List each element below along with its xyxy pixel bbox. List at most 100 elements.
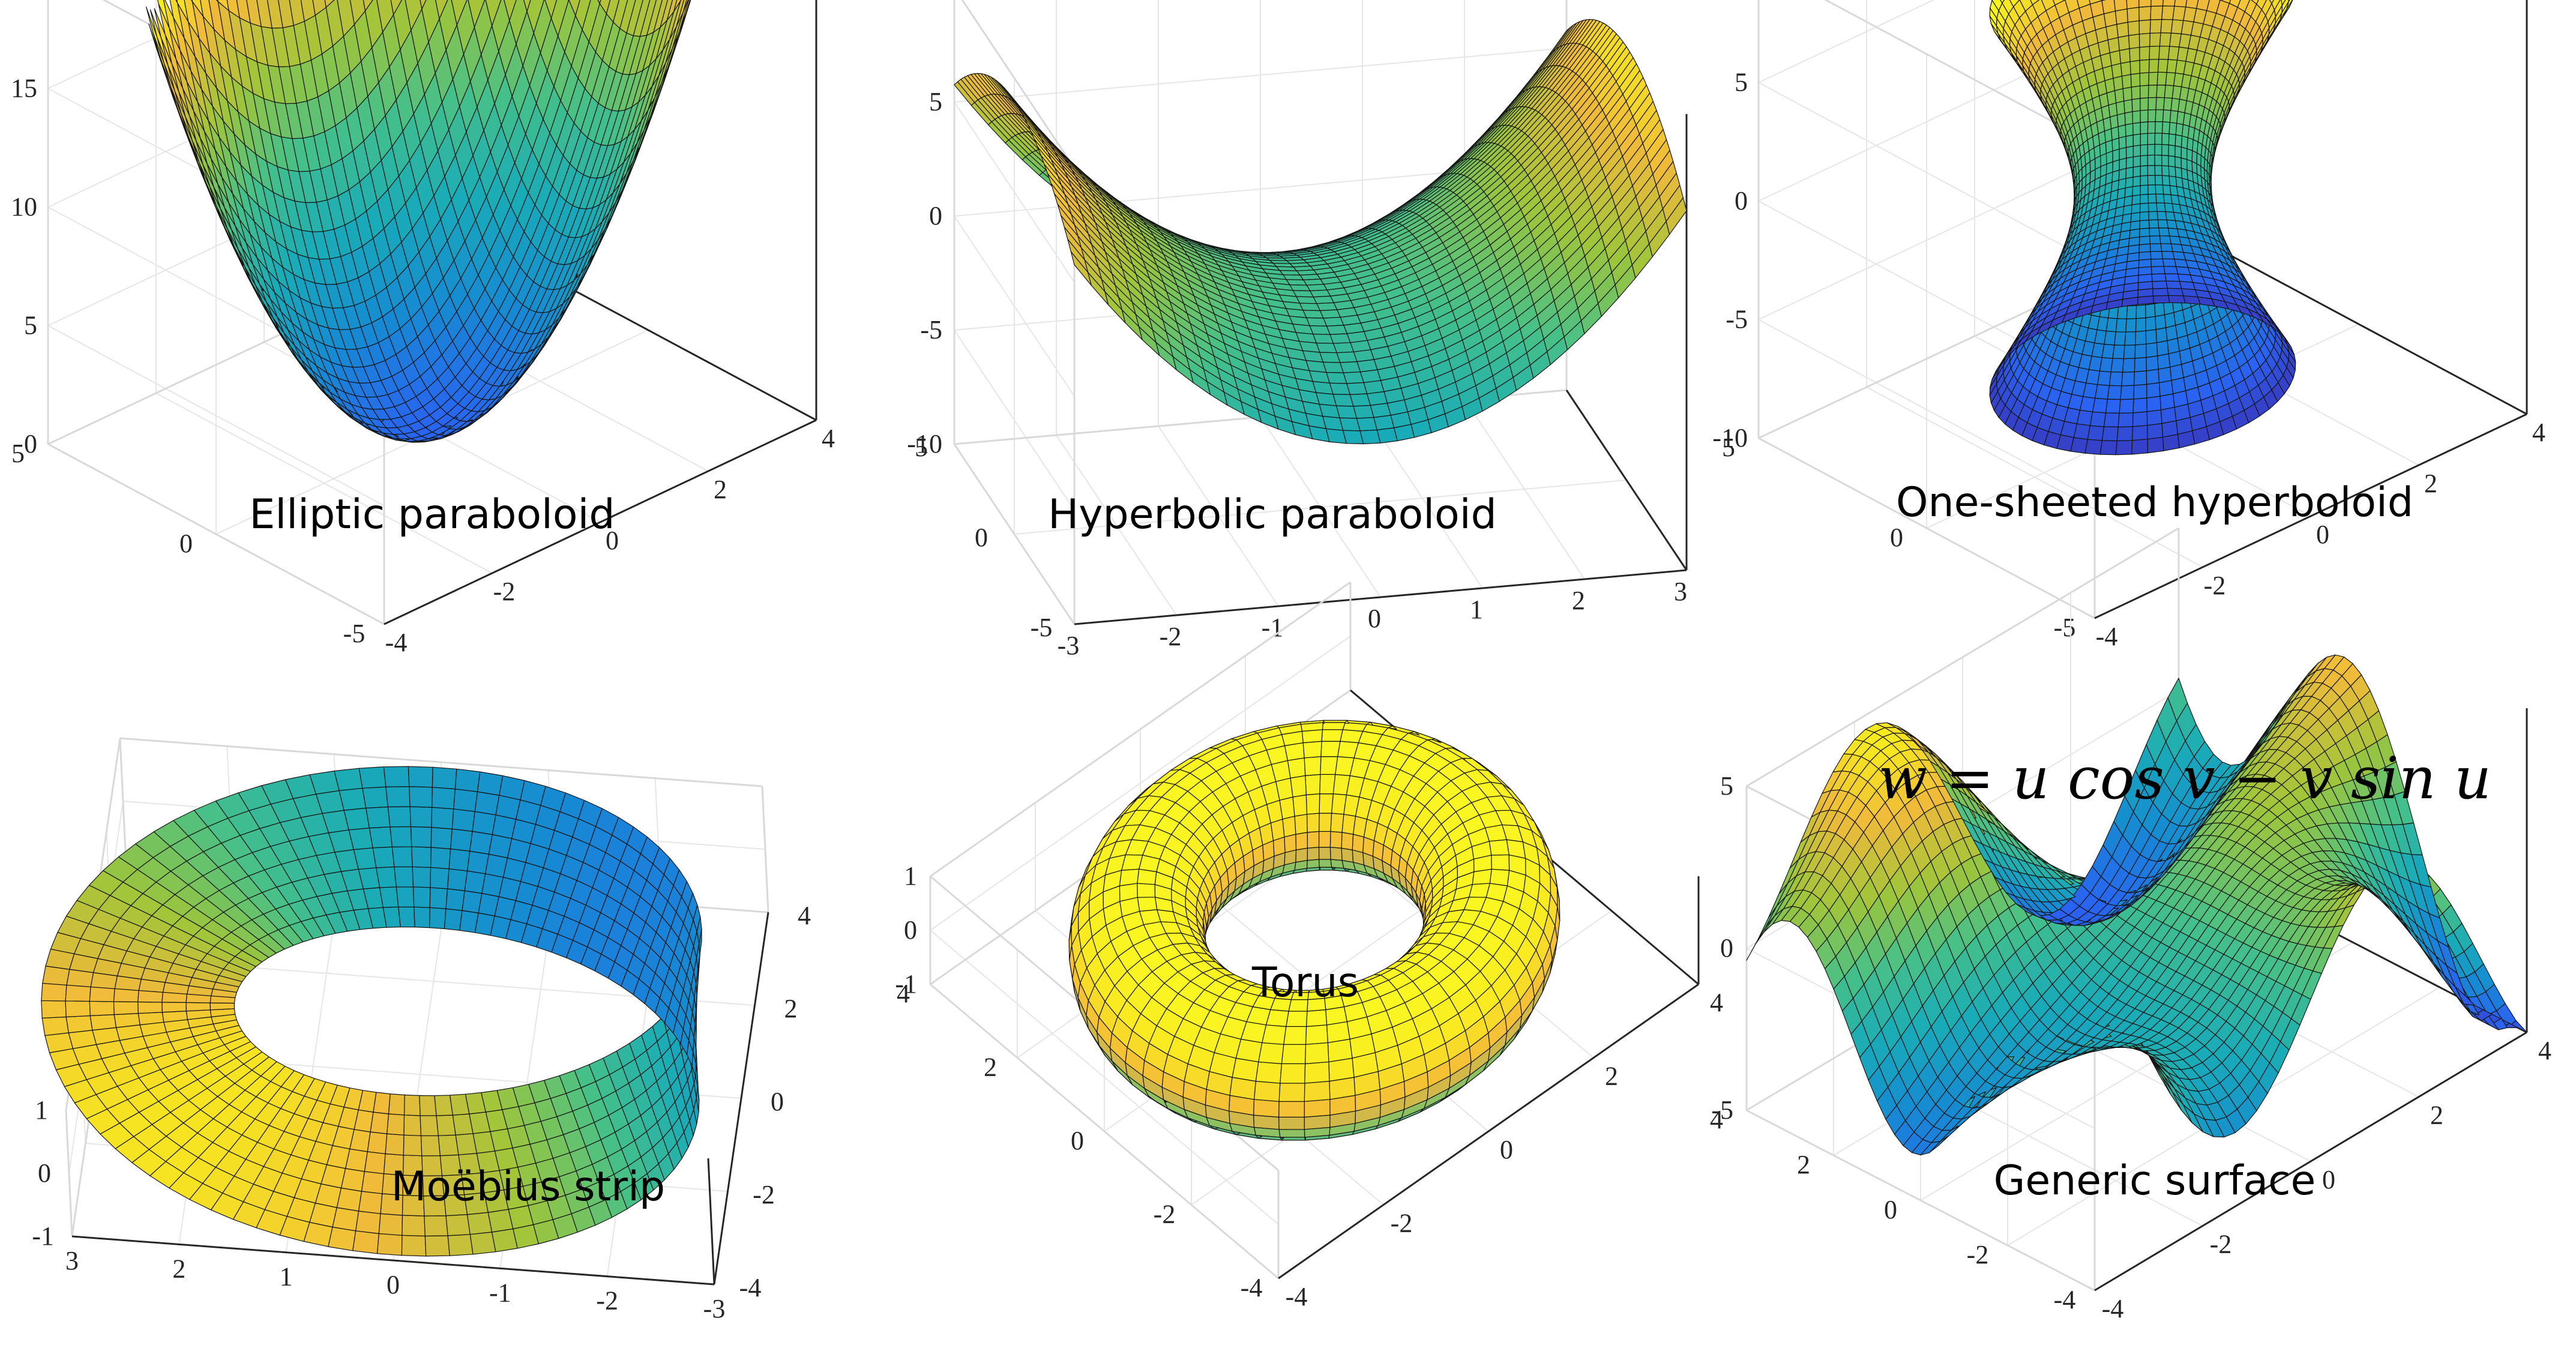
hyperboloid-surface-patch [2118, 136, 2127, 149]
hyperboloid-surface-patch [2150, 0, 2164, 7]
hyperboloid-surface-patch [2161, 251, 2175, 260]
mobius-surface-patch [376, 1233, 403, 1256]
hyperboloid-surface-patch [2134, 357, 2147, 373]
hyperboloid-surface-patch [2128, 34, 2140, 49]
elliptic-y-tick-label: 0 [179, 529, 193, 558]
mobius-surface-patch [378, 1213, 403, 1236]
hyperboloid-surface-patch [2146, 409, 2162, 426]
hyperboloid-z-tick-label: -10 [1712, 423, 1748, 453]
hyperboloid-surface-patch [2176, 266, 2191, 275]
hyperboloid-surface-patch [2174, 145, 2182, 158]
hyperboloid-surface-patch [2140, 165, 2148, 176]
hyperbolic-y-tick-label: -5 [1031, 613, 1053, 642]
hyperboloid-surface-patch [2155, 184, 2164, 195]
hyperboloid-x-tick-label: -4 [2096, 622, 2118, 651]
hyperboloid-surface-patch [2139, 227, 2150, 238]
hyperbolic-x-tick-label: 0 [1368, 604, 1381, 633]
hyperboloid-surface-patch [2123, 345, 2136, 360]
hyperboloid-surface-patch [2168, 175, 2177, 187]
mobius-surface-patch [402, 1215, 426, 1237]
hyperbolic-z-tick-label: -5 [920, 315, 942, 345]
hyperboloid-surface-patch [2140, 121, 2149, 134]
hyperbolic-x-tick-label: 3 [1674, 577, 1687, 606]
hyperboloid-surface-patch [2140, 133, 2148, 146]
hyperboloid-surface-patch [2124, 111, 2134, 125]
hyperboloid-surface-patch [2116, 426, 2133, 442]
hyperboloid-surface-patch [2167, 46, 2180, 61]
hyperboloid-surface-patch [2162, 0, 2176, 7]
hyperboloid-surface-patch [2139, 85, 2149, 99]
mobius-surface-patch [424, 1215, 448, 1237]
hyperbolic-x-tick-label: -2 [1160, 622, 1182, 651]
hyperboloid-surface-patch [2135, 304, 2146, 319]
elliptic-surface-patch [688, 0, 691, 7]
hyperboloid-surface-patch [2138, 0, 2152, 8]
hyperbolic-z-tick-label: 5 [929, 87, 942, 116]
hyperboloid-surface-patch [2164, 312, 2176, 328]
hyperboloid-surface-patch [2125, 318, 2137, 332]
hyperboloid-surface-patch [2163, 193, 2173, 204]
hyperboloid-surface-patch [2147, 423, 2163, 440]
hyperboloid-surface-patch [2115, 318, 2127, 332]
hyperboloid-surface-patch [2180, 146, 2188, 160]
hyperboloid-surface-patch [2165, 71, 2176, 86]
hyperboloid-surface-patch [2133, 384, 2147, 400]
hyperboloid-surface-patch [2152, 280, 2168, 289]
mobius-surface-patch [424, 1235, 450, 1257]
elliptic-surface-patch [523, 0, 531, 12]
hyperbolic-paraboloid-label: Hyperbolic paraboloid [1048, 491, 1497, 538]
hyperboloid-surface-patch [2121, 74, 2132, 89]
hyperboloid-surface-patch [2155, 314, 2167, 330]
hyperboloid-surface-patch [2162, 109, 2171, 123]
mobius-surface-patch [469, 1232, 496, 1255]
hyperboloid-surface-patch [2149, 46, 2160, 60]
hyperboloid-surface-patch [2132, 166, 2141, 178]
hyperboloid-surface-patch [2131, 194, 2141, 205]
hyperboloid-surface-patch [2174, 134, 2183, 148]
hyperboloid-z-tick-label: 0 [1735, 186, 1748, 215]
hyperboloid-surface-patch [2084, 439, 2102, 455]
mobius-surface-patch [401, 1235, 427, 1257]
hyperboloid-surface-patch [2139, 59, 2150, 74]
hyperboloid-surface-patch [2147, 202, 2158, 212]
hyperboloid-surface-patch [2163, 266, 2179, 274]
hyperboloid-surface-patch [2120, 61, 2131, 77]
hyperboloid-surface-patch [2154, 143, 2162, 156]
hyperboloid-surface-patch [2154, 164, 2162, 176]
hyperboloid-surface-patch [2139, 211, 2149, 221]
hyperbolic-x-tick-label: 2 [1572, 586, 1585, 615]
hyperboloid-surface-patch [2126, 7, 2140, 23]
hyperboloid-surface-patch [2099, 440, 2117, 456]
hyperboloid-surface-patch [2147, 109, 2156, 122]
hyperboloid-surface-patch [2148, 211, 2158, 221]
hyperboloid-surface-patch [2119, 147, 2127, 160]
hyperboloid-surface-patch [2157, 353, 2171, 370]
hyperbolic-y-tick-label: 0 [975, 523, 988, 552]
hyperboloid-surface-patch [2174, 259, 2188, 268]
hyperboloid-surface-patch [2145, 303, 2156, 319]
hyperboloid-surface-patch [2105, 399, 2121, 414]
hyperboloid-surface-patch [2168, 295, 2186, 304]
elliptic-z-tick-label: 15 [11, 74, 37, 103]
hyperboloid-surface-patch [2146, 342, 2158, 358]
hyperboloid-surface-patch [2140, 109, 2149, 123]
hyperboloid-surface-patch [2159, 32, 2171, 47]
hyperboloid-surface-patch [2161, 165, 2170, 176]
hyperboloid-surface-patch [2134, 343, 2147, 359]
hyperboloid-surface-patch [2165, 325, 2178, 342]
hyperboloid-surface-patch [2139, 220, 2150, 229]
hyperboloid-surface-patch [2140, 194, 2149, 205]
hyperboloid-surface-patch [2149, 19, 2162, 34]
mobius-surface-patch [447, 1234, 474, 1256]
elliptic-y-tick-label: 5 [11, 439, 25, 468]
hyperboloid-surface-patch [2116, 22, 2129, 38]
hyperbolic-x-tick-label: 1 [1470, 595, 1483, 624]
hyperboloid-surface-patch [2131, 425, 2148, 441]
hyperboloid-surface-patch [2150, 5, 2163, 20]
mobius-surface-patch [355, 1211, 381, 1234]
hyperboloid-surface-patch [2167, 287, 2184, 296]
hyperboloid-surface-patch [2168, 122, 2177, 136]
